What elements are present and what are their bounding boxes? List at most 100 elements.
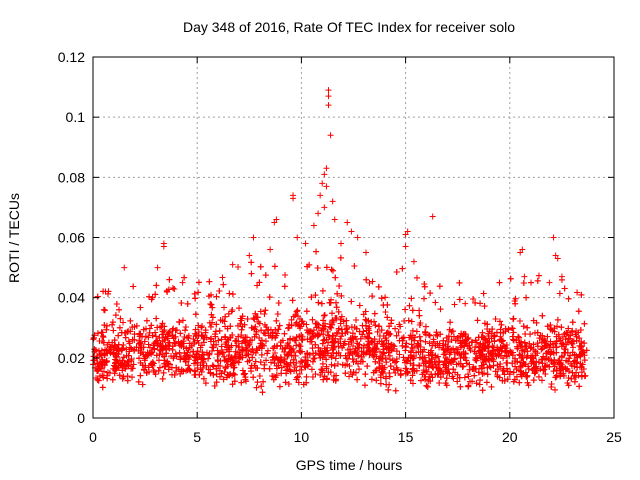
data-point: [578, 351, 585, 358]
data-point: [350, 359, 357, 366]
data-point: [184, 300, 191, 307]
data-point: [115, 345, 122, 352]
data-point: [304, 327, 311, 334]
data-point: [281, 356, 288, 363]
data-point: [428, 371, 435, 378]
data-point: [153, 315, 160, 322]
data-point: [348, 298, 355, 305]
data-point: [236, 353, 243, 360]
data-point: [500, 367, 507, 374]
data-point: [478, 364, 485, 371]
data-point: [571, 378, 578, 385]
data-point: [378, 355, 385, 362]
y-tick-label: 0.06: [58, 230, 85, 246]
data-point: [520, 370, 527, 377]
data-point: [330, 376, 337, 383]
data-point: [460, 363, 467, 370]
data-point: [378, 338, 385, 345]
data-point: [319, 340, 326, 347]
data-point: [152, 333, 159, 340]
data-point: [514, 358, 521, 365]
data-point: [454, 350, 461, 357]
data-point: [269, 372, 276, 379]
data-point: [451, 355, 458, 362]
data-point: [213, 365, 220, 372]
data-point: [218, 336, 225, 343]
data-point: [157, 346, 164, 353]
data-point: [546, 363, 553, 370]
data-point: [384, 314, 391, 321]
data-point: [401, 318, 408, 325]
data-point: [329, 310, 336, 317]
data-point: [451, 301, 458, 308]
data-point: [333, 304, 340, 311]
data-point: [219, 274, 226, 281]
data-point: [275, 300, 282, 307]
data-point: [553, 372, 560, 379]
data-point: [564, 349, 571, 356]
data-point: [231, 364, 238, 371]
data-point: [461, 374, 468, 381]
data-point: [565, 295, 572, 302]
data-point: [210, 371, 217, 378]
data-point: [93, 374, 100, 381]
data-point: [122, 365, 129, 372]
data-point: [154, 264, 161, 271]
data-point: [473, 365, 480, 372]
data-point: [496, 318, 503, 325]
data-point: [296, 341, 303, 348]
data-point: [192, 330, 199, 337]
data-point: [416, 312, 423, 319]
x-tick-label: 15: [398, 429, 414, 445]
data-point: [354, 234, 361, 241]
data-point: [292, 352, 299, 359]
data-point: [410, 344, 417, 351]
data-point: [285, 380, 292, 387]
data-point: [470, 295, 477, 302]
data-point: [276, 383, 283, 390]
data-point: [392, 370, 399, 377]
data-point: [129, 324, 136, 331]
data-point: [416, 307, 423, 314]
data-point: [570, 344, 577, 351]
data-point: [272, 326, 279, 333]
data-point: [250, 349, 257, 356]
data-point: [319, 367, 326, 374]
data-point: [382, 335, 389, 342]
data-point: [496, 279, 503, 286]
data-point: [378, 295, 385, 302]
data-point: [374, 328, 381, 335]
data-point: [457, 344, 464, 351]
data-point: [182, 356, 189, 363]
data-point: [297, 343, 304, 350]
data-point: [330, 344, 337, 351]
data-point: [461, 343, 468, 350]
data-point: [381, 350, 388, 357]
data-point: [556, 290, 563, 297]
data-point: [547, 321, 554, 328]
data-point: [440, 337, 447, 344]
data-point: [258, 351, 265, 358]
data-point: [100, 374, 107, 381]
data-point: [544, 333, 551, 340]
data-point: [443, 375, 450, 382]
data-point: [216, 327, 223, 334]
data-point: [262, 307, 269, 314]
data-point: [384, 329, 391, 336]
data-point: [333, 350, 340, 357]
data-point: [539, 356, 546, 363]
data-point: [324, 328, 331, 335]
data-point: [101, 352, 108, 359]
data-point: [131, 331, 138, 338]
data-point: [416, 322, 423, 329]
data-point: [252, 350, 259, 357]
data-point: [569, 327, 576, 334]
data-point: [259, 389, 266, 396]
data-point: [253, 384, 260, 391]
data-point: [436, 380, 443, 387]
data-point: [372, 358, 379, 365]
data-point: [271, 219, 278, 226]
data-point: [436, 283, 443, 290]
data-point: [182, 324, 189, 331]
data-point: [430, 336, 437, 343]
